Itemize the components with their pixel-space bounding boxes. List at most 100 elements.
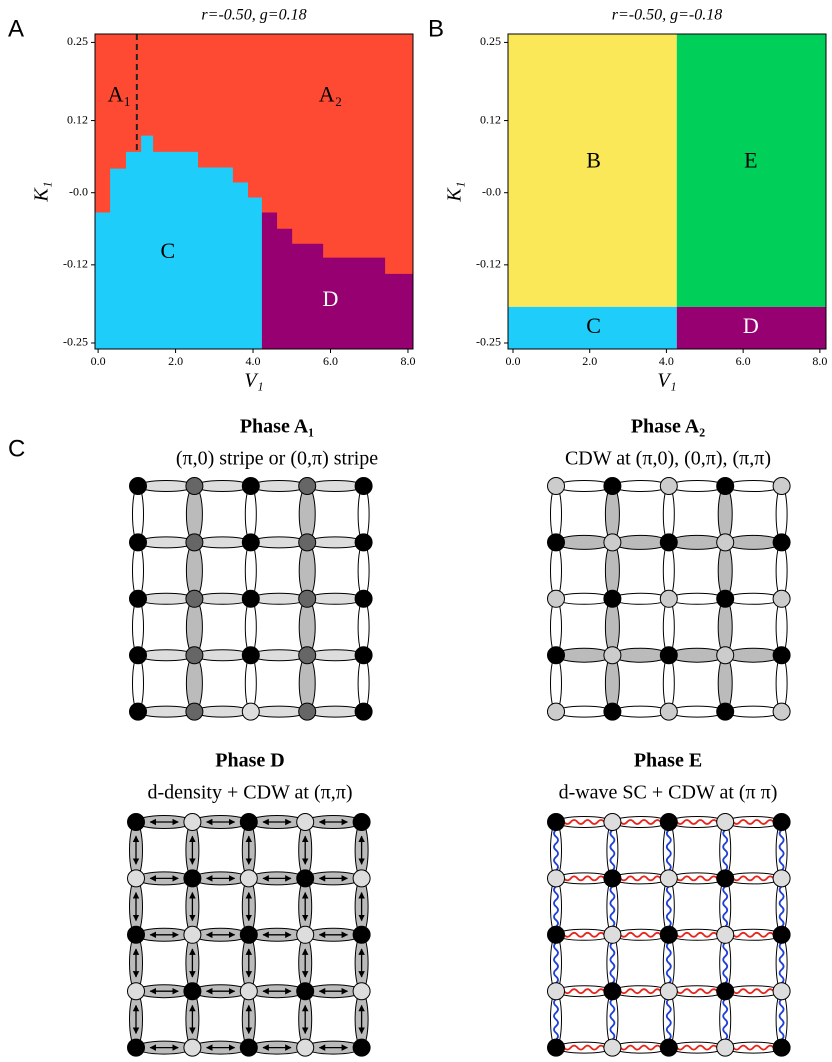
site bbox=[354, 477, 373, 495]
pairing-wave bbox=[676, 988, 718, 995]
site bbox=[603, 982, 622, 1001]
site bbox=[352, 1038, 371, 1057]
site bbox=[239, 813, 258, 831]
site bbox=[547, 982, 565, 1001]
region-label: C bbox=[586, 313, 601, 338]
site bbox=[183, 869, 202, 888]
x-axis-label: V₁ bbox=[244, 370, 263, 392]
lattice bbox=[127, 813, 371, 1057]
phase-region bbox=[508, 306, 677, 349]
site bbox=[241, 646, 260, 665]
site bbox=[185, 589, 204, 608]
site bbox=[296, 1038, 315, 1057]
pairing-wave bbox=[619, 1044, 662, 1051]
site bbox=[185, 533, 204, 552]
site bbox=[772, 589, 791, 608]
site bbox=[239, 925, 258, 944]
phase-region bbox=[676, 306, 826, 349]
site bbox=[129, 646, 147, 665]
lattice bbox=[547, 477, 791, 721]
pairing-wave bbox=[609, 885, 616, 928]
pairing-wave bbox=[732, 988, 775, 995]
site bbox=[659, 477, 678, 495]
y-tick-label: -0.25 bbox=[476, 335, 501, 349]
site bbox=[716, 982, 735, 1001]
site bbox=[659, 702, 678, 721]
site bbox=[547, 813, 565, 831]
pairing-wave bbox=[609, 998, 616, 1041]
site bbox=[659, 646, 678, 665]
pairing-wave bbox=[665, 885, 672, 928]
site bbox=[659, 533, 678, 552]
site bbox=[239, 1038, 258, 1057]
region-label: A₂ bbox=[319, 82, 343, 107]
site bbox=[772, 1038, 791, 1057]
site bbox=[298, 646, 317, 665]
region-label: E bbox=[744, 148, 757, 173]
site bbox=[241, 702, 260, 721]
pairing-wave bbox=[563, 931, 606, 938]
site bbox=[354, 533, 373, 552]
site bbox=[298, 477, 317, 495]
site bbox=[352, 813, 371, 831]
lattice bbox=[547, 813, 791, 1057]
plot-frame bbox=[507, 33, 827, 350]
site bbox=[241, 477, 260, 495]
site bbox=[659, 813, 678, 831]
site bbox=[183, 813, 202, 831]
site bbox=[659, 869, 678, 888]
pairing-wave bbox=[676, 875, 718, 882]
site bbox=[547, 869, 565, 888]
x-tick-label: 8.0 bbox=[812, 354, 827, 368]
pairing-wave bbox=[732, 1044, 775, 1051]
pairing-wave bbox=[778, 998, 785, 1041]
y-tick-label: -0.25 bbox=[63, 335, 88, 349]
chart-title: r=-0.50, g=-0.18 bbox=[612, 7, 722, 24]
site bbox=[239, 982, 258, 1001]
site bbox=[352, 982, 371, 1001]
site bbox=[296, 982, 315, 1001]
pairing-wave bbox=[563, 1044, 606, 1051]
pairing-wave bbox=[553, 885, 559, 928]
pairing-wave bbox=[778, 885, 785, 928]
panel-label: A bbox=[8, 15, 24, 42]
pairing-wave bbox=[665, 998, 672, 1041]
y-tick-label: 0.25 bbox=[67, 34, 88, 48]
site bbox=[183, 982, 202, 1001]
pairing-wave bbox=[665, 829, 672, 872]
y-tick-label: -0.0 bbox=[69, 184, 88, 198]
pairing-wave bbox=[778, 829, 785, 872]
pairing-wave bbox=[619, 931, 662, 938]
lattice-subtitle: (π,0) stripe or (0,π) stripe bbox=[176, 448, 378, 470]
pairing-wave bbox=[665, 942, 672, 984]
site bbox=[298, 533, 317, 552]
x-tick-label: 0.0 bbox=[91, 354, 106, 368]
site bbox=[772, 813, 791, 831]
pairing-wave bbox=[619, 875, 662, 882]
pairing-wave bbox=[676, 819, 718, 825]
site bbox=[183, 925, 202, 944]
x-tick-label: 2.0 bbox=[168, 354, 183, 368]
site bbox=[772, 702, 791, 721]
site bbox=[127, 869, 145, 888]
phase-region bbox=[508, 34, 677, 307]
y-tick-label: 0.25 bbox=[480, 34, 501, 48]
phase-region bbox=[95, 135, 262, 349]
site bbox=[603, 869, 622, 888]
site bbox=[716, 813, 735, 831]
site bbox=[185, 702, 204, 721]
pairing-wave bbox=[778, 942, 785, 984]
region-label: A₁ bbox=[108, 82, 132, 107]
pairing-wave bbox=[722, 998, 729, 1041]
site bbox=[241, 533, 260, 552]
y-tick-label: -0.0 bbox=[482, 184, 501, 198]
site bbox=[354, 589, 373, 608]
y-tick-label: 0.12 bbox=[480, 112, 501, 126]
pairing-wave bbox=[722, 885, 729, 928]
lattice-title: Phase A₁ bbox=[240, 416, 314, 438]
site bbox=[547, 925, 565, 944]
pairing-wave bbox=[553, 998, 559, 1041]
site bbox=[547, 1038, 565, 1057]
site bbox=[298, 589, 317, 608]
